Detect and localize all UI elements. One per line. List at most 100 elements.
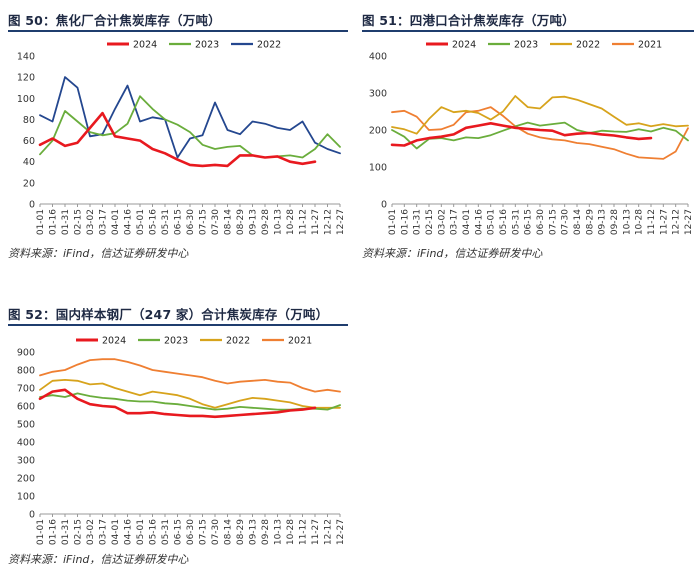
series-line-2024 (38, 111, 317, 168)
x-tick-label: 10-13 (274, 519, 284, 545)
y-tick-label: 20 (23, 178, 35, 189)
x-tick-label: 03-17 (99, 519, 109, 545)
series-line-2024 (38, 388, 317, 419)
x-tick-label: 09-28 (261, 209, 271, 235)
x-tick-label: 08-14 (224, 209, 234, 235)
y-tick-label: 200 (17, 474, 35, 485)
y-tick-label: 80 (23, 115, 35, 126)
x-tick-label: 02-15 (425, 209, 435, 235)
x-tick-label: 11-27 (311, 209, 321, 235)
x-tick-label: 11-27 (659, 209, 669, 235)
x-tick-label: 10-13 (622, 209, 632, 235)
series-line-2024 (390, 122, 653, 147)
x-tick-label: 07-30 (211, 519, 221, 545)
legend-label: 2024 (133, 40, 157, 51)
legend-label: 2021 (288, 336, 312, 347)
x-tick-label: 12-12 (324, 209, 334, 235)
x-tick-label: 12-12 (672, 209, 682, 235)
line-chart: 0 100 200 300 400 01-01 01-16 01-31 02-15 03-02 03… (369, 40, 694, 236)
x-tick-label: 09-13 (598, 209, 608, 235)
x-tick-label: 04-16 (474, 209, 484, 235)
series-line-2022 (39, 379, 341, 409)
x-tick-label: 03-02 (86, 209, 96, 235)
x-tick-label: 10-28 (286, 519, 296, 545)
x-tick-label: 06-30 (536, 209, 546, 235)
y-tick-label: 0 (29, 510, 35, 521)
legend-label: 2022 (226, 336, 250, 347)
x-tick-label: 12-27 (336, 519, 346, 545)
series-line-2023 (39, 95, 341, 159)
x-tick-label: 03-17 (450, 209, 460, 235)
x-tick-label: 05-31 (161, 519, 171, 545)
chart-title: 图 52：国内样本钢厂（247 家）合计焦炭库存（万吨） (8, 307, 329, 322)
x-tick-label: 01-01 (388, 209, 398, 235)
x-tick-label: 01-31 (61, 209, 71, 235)
y-tick-label: 100 (17, 94, 35, 105)
x-tick-label: 11-12 (647, 209, 657, 235)
x-tick-label: 12-12 (324, 519, 334, 545)
series-line-2022 (391, 95, 689, 135)
legend-label: 2023 (164, 336, 188, 347)
title-divider (362, 30, 694, 32)
x-tick-label: 06-30 (186, 209, 196, 235)
chart-panel-four-ports: 图 51：四港口合计焦炭库存（万吨） 0 100 200 300 400 01-01 01-… (362, 8, 694, 263)
x-tick-label: 07-15 (199, 519, 209, 545)
x-tick-label: 10-13 (274, 209, 284, 235)
x-tick-label: 04-16 (124, 209, 134, 235)
x-tick-label: 06-15 (524, 209, 534, 235)
x-tick-label: 01-01 (36, 209, 46, 235)
x-tick-label: 07-30 (561, 209, 571, 235)
chart-title: 图 50：焦化厂合计焦炭库存（万吨） (8, 13, 221, 28)
x-tick-label: 01-16 (400, 209, 410, 235)
x-tick-label: 03-02 (437, 209, 447, 235)
x-tick-label: 01-01 (36, 519, 46, 545)
y-tick-label: 0 (29, 200, 35, 211)
x-tick-label: 03-02 (86, 519, 96, 545)
y-tick-label: 0 (381, 200, 387, 211)
x-tick-label: 08-29 (236, 209, 246, 235)
x-tick-label: 07-15 (199, 209, 209, 235)
x-tick-label: 12-27 (336, 209, 346, 235)
y-tick-label: 60 (23, 136, 35, 147)
legend-label: 2024 (102, 336, 126, 347)
y-tick-label: 600 (17, 402, 35, 413)
series-line-2021 (39, 358, 341, 393)
legend-label: 2023 (514, 40, 538, 51)
x-tick-label: 05-16 (149, 209, 159, 235)
x-tick-label: 09-13 (249, 209, 259, 235)
x-tick-label: 11-27 (311, 519, 321, 545)
x-tick-label: 01-16 (49, 519, 59, 545)
y-tick-label: 700 (17, 384, 35, 395)
x-tick-label: 11-12 (299, 519, 309, 545)
x-tick-label: 02-15 (74, 209, 84, 235)
x-tick-label: 04-16 (124, 519, 134, 545)
title-divider (8, 30, 348, 32)
y-tick-label: 100 (369, 163, 387, 174)
y-tick-label: 140 (17, 52, 35, 63)
x-tick-label: 07-15 (548, 209, 558, 235)
source-note: 资料来源：iFind，信达证券研发中心 (362, 247, 543, 260)
x-tick-label: 02-15 (74, 519, 84, 545)
y-tick-label: 40 (23, 157, 35, 168)
x-tick-label: 05-01 (136, 209, 146, 235)
x-tick-label: 06-15 (174, 519, 184, 545)
legend-label: 2021 (638, 40, 662, 51)
x-tick-label: 08-14 (573, 209, 583, 235)
y-tick-label: 400 (369, 52, 387, 63)
x-tick-label: 06-30 (186, 519, 196, 545)
legend-label: 2022 (576, 40, 600, 51)
chart-panel-steel-mills: 图 52：国内样本钢厂（247 家）合计焦炭库存（万吨） 0 100 200 300 4… (8, 302, 348, 566)
x-tick-label: 09-13 (249, 519, 259, 545)
source-note: 资料来源：iFind，信达证券研发中心 (8, 553, 189, 566)
x-tick-label: 08-29 (236, 519, 246, 545)
legend-label: 2022 (257, 40, 281, 51)
x-tick-label: 05-16 (149, 519, 159, 545)
y-tick-label: 120 (17, 73, 35, 84)
x-tick-label: 10-28 (286, 209, 296, 235)
y-tick-label: 300 (17, 456, 35, 467)
y-tick-label: 400 (17, 438, 35, 449)
x-tick-label: 04-01 (111, 519, 121, 545)
y-tick-label: 900 (17, 348, 35, 359)
x-tick-label: 05-31 (161, 209, 171, 235)
